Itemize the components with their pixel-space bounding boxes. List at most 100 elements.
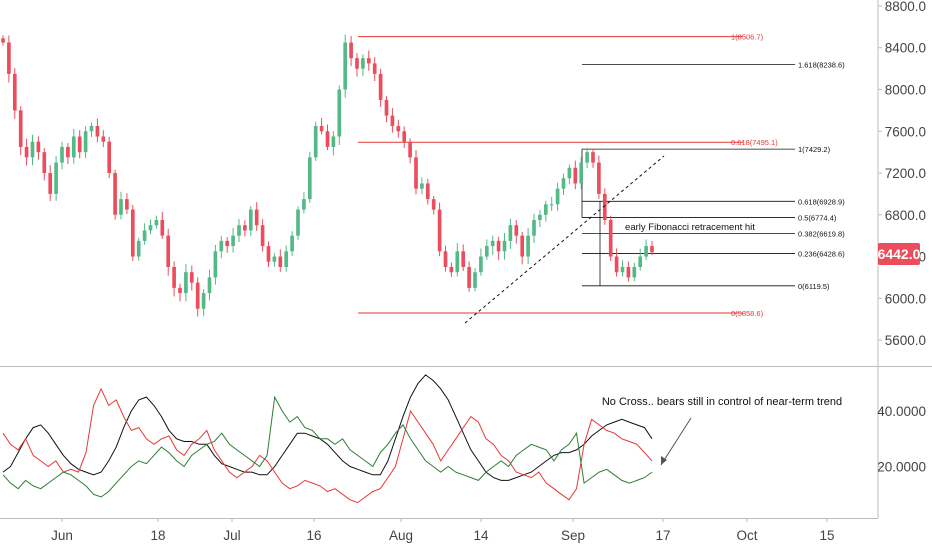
candle-body xyxy=(95,126,100,137)
candle-body xyxy=(178,287,182,294)
indicator-annotation: No Cross.. bears still in control of nea… xyxy=(602,396,842,408)
candle-body xyxy=(343,42,348,90)
candle-body xyxy=(119,199,123,215)
candle-body xyxy=(101,136,106,142)
candle-body xyxy=(189,272,194,283)
indicator-line-adx xyxy=(2,374,653,481)
candle-body xyxy=(479,256,483,273)
candle-body xyxy=(638,256,643,267)
candle-body xyxy=(278,256,283,267)
candle-body xyxy=(7,42,11,74)
annotation-arrowhead xyxy=(661,456,667,465)
candle-body xyxy=(361,58,365,69)
candle-body xyxy=(650,246,654,253)
candle-body xyxy=(449,266,454,273)
candle-body xyxy=(71,136,76,158)
candle-body xyxy=(496,240,501,252)
candle-body xyxy=(272,256,277,262)
candle-body xyxy=(60,146,64,163)
x-tick-label: Aug xyxy=(389,528,413,543)
x-tick-label: 18 xyxy=(150,528,165,543)
candle-body xyxy=(160,220,165,236)
candle-body xyxy=(543,204,548,215)
candle-body xyxy=(313,126,318,158)
candle-body xyxy=(148,225,153,231)
candle-body xyxy=(24,146,29,158)
candle-body xyxy=(591,152,595,163)
x-tick-label: 17 xyxy=(655,528,670,543)
candle-body xyxy=(1,38,5,43)
candle-body xyxy=(349,42,353,59)
indicator-tick-label: 40.0000 xyxy=(877,404,926,419)
price-tick-label: 5600.0 xyxy=(885,333,926,348)
candle-body xyxy=(632,266,637,278)
candle-body xyxy=(319,126,324,132)
x-tick-label: 14 xyxy=(473,528,489,543)
price-tick-label: 7200.0 xyxy=(885,166,926,181)
candle-body xyxy=(136,240,141,257)
candle-body xyxy=(372,63,377,74)
candle-body xyxy=(644,246,648,257)
fib-minor-label: 0.618(6928.9) xyxy=(798,197,845,206)
x-tick-label: 16 xyxy=(306,528,321,543)
price-tick-label: 6800.0 xyxy=(885,208,926,223)
candle-body xyxy=(302,199,306,210)
candle-body xyxy=(484,246,489,257)
candle-body xyxy=(573,167,578,184)
candle-body xyxy=(402,131,407,142)
candle-body xyxy=(461,251,466,267)
candle-body xyxy=(166,235,171,267)
candle-body xyxy=(378,73,383,100)
candle-body xyxy=(508,225,513,241)
axes: 8800.08400.08000.07600.07200.06800.06400… xyxy=(0,0,932,543)
candle-body xyxy=(231,235,235,247)
candle-body xyxy=(42,152,47,174)
candle-body xyxy=(195,282,200,309)
candle-body xyxy=(30,141,35,158)
fib-minor-label: 1.618(8238.6) xyxy=(798,61,845,70)
price-tick-label: 7600.0 xyxy=(885,124,926,139)
candle-body xyxy=(585,152,589,163)
price-tick-label: 6000.0 xyxy=(885,291,926,306)
candle-body xyxy=(237,225,241,236)
candle-body xyxy=(243,225,247,231)
candle-body xyxy=(355,58,359,69)
fib-minor-label: 1(7429.2) xyxy=(798,145,831,154)
candle-body xyxy=(331,136,336,147)
candles xyxy=(1,34,654,317)
candle-body xyxy=(490,240,495,247)
candle-body xyxy=(626,266,631,278)
x-tick-label: Jun xyxy=(51,528,73,543)
candle-body xyxy=(532,220,536,236)
candle-body xyxy=(567,167,572,179)
candle-body xyxy=(549,204,554,206)
trend-line xyxy=(464,155,665,324)
candle-body xyxy=(54,162,58,194)
fib-minor-label: 0(6119.5) xyxy=(798,282,830,291)
candle-body xyxy=(408,141,412,158)
fib-minor-label: 0.382(6619.8) xyxy=(798,230,845,239)
candle-body xyxy=(443,251,448,267)
fib-minor-label: 0.5(6774.4) xyxy=(798,213,837,222)
candle-body xyxy=(125,199,129,210)
price-tick-label: 8000.0 xyxy=(885,83,926,98)
candle-body xyxy=(420,183,424,189)
candle-body xyxy=(384,99,389,116)
candle-body xyxy=(201,293,206,309)
price-tick-label: 8800.0 xyxy=(885,0,926,14)
candle-body xyxy=(225,240,230,247)
candle-body xyxy=(514,225,519,236)
fib-major-label: 0(5858.6) xyxy=(731,309,764,318)
candle-body xyxy=(36,141,41,153)
candle-body xyxy=(12,73,17,111)
candle-body xyxy=(396,126,401,132)
candle-body xyxy=(390,115,395,127)
candle-body xyxy=(437,209,442,252)
candle-body xyxy=(89,126,94,132)
candle-body xyxy=(538,214,542,220)
candle-body xyxy=(620,266,625,273)
candle-body xyxy=(254,209,259,226)
candle-body xyxy=(130,209,135,257)
candle-body xyxy=(142,230,147,241)
